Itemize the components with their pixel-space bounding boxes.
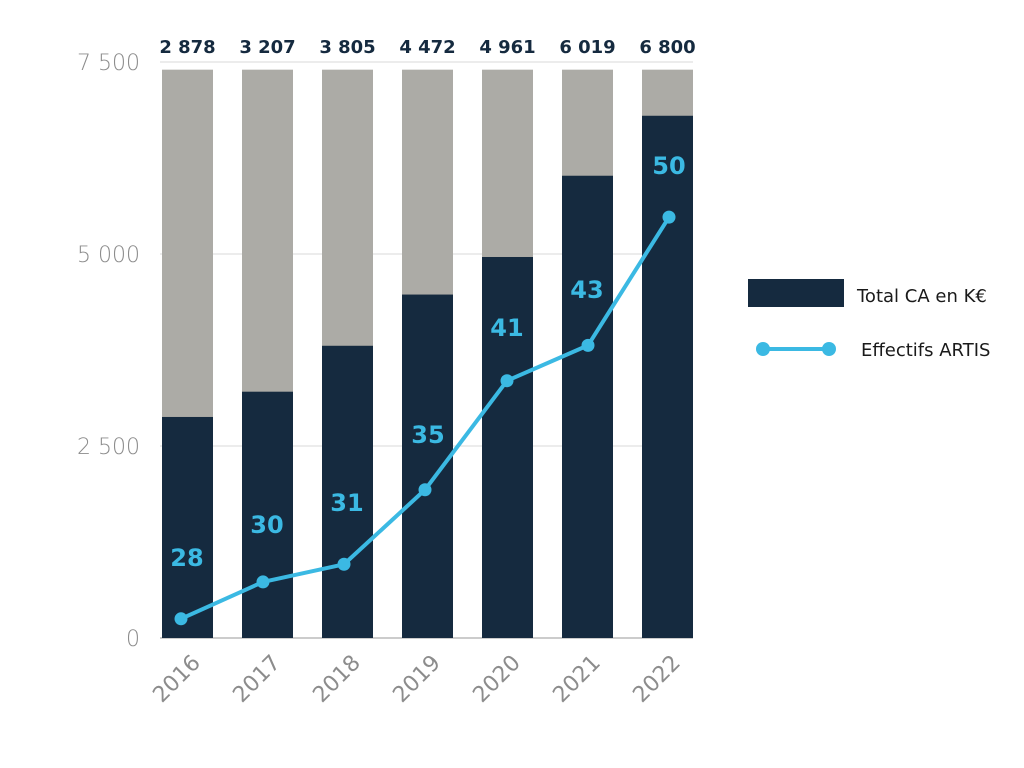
line-series [174, 210, 676, 626]
x-tick-label: 2019 [388, 651, 445, 708]
line-point [500, 374, 514, 388]
legend-label-line: Effectifs ARTIS [861, 340, 990, 361]
y-tick-label: 7 500 [77, 51, 140, 76]
line-data-label: 31 [330, 489, 363, 517]
bar-data-label: 4 961 [479, 37, 535, 58]
line-point [581, 338, 595, 352]
y-tick-label: 5 000 [77, 243, 140, 268]
line-point [174, 612, 188, 626]
x-tick-label: 2018 [308, 651, 365, 708]
line-data-label: 30 [250, 511, 283, 539]
bar [162, 416, 213, 638]
bar [562, 175, 613, 639]
legend: Total CA en K€ Effectifs ARTIS [748, 279, 990, 361]
x-tick-label: 2022 [628, 651, 685, 708]
bar [322, 345, 373, 638]
x-axis-ticks: 2016 2017 2018 2019 2020 2021 2022 [148, 651, 685, 708]
bar-data-label: 6 019 [559, 37, 615, 58]
legend-label-bar: Total CA en K€ [856, 286, 987, 307]
bar [482, 256, 533, 638]
x-tick-label: 2021 [548, 651, 605, 708]
legend-swatch-point-left [756, 342, 770, 356]
line-data-label: 28 [170, 544, 203, 572]
bar-data-labels: 2 878 3 207 3 805 4 472 4 961 6 019 6 800 [159, 37, 695, 58]
line-data-label: 35 [411, 421, 444, 449]
bar [402, 294, 453, 638]
line-data-label: 50 [652, 152, 685, 180]
bar-data-label: 3 207 [239, 37, 295, 58]
line-point [256, 575, 270, 589]
y-tick-label: 0 [126, 627, 140, 652]
line-data-labels: 28 30 31 35 41 43 50 [170, 152, 685, 572]
legend-swatch-point-right [822, 342, 836, 356]
legend-swatch-bar [748, 279, 844, 307]
line-point [662, 210, 676, 224]
bar-data-label: 3 805 [319, 37, 375, 58]
line-point [337, 557, 351, 571]
y-axis-ticks: 0 2 500 5 000 7 500 [77, 51, 140, 652]
x-tick-label: 2020 [468, 651, 525, 708]
bar-data-label: 2 878 [159, 37, 215, 58]
y-tick-label: 2 500 [77, 435, 140, 460]
bar-data-label: 4 472 [399, 37, 455, 58]
bar [242, 391, 293, 638]
line-point [418, 483, 432, 497]
x-tick-label: 2016 [148, 651, 205, 708]
bar [642, 115, 693, 638]
line-data-label: 43 [570, 276, 603, 304]
line-data-label: 41 [490, 314, 523, 342]
bar-data-label: 6 800 [639, 37, 695, 58]
bars [162, 115, 693, 639]
x-tick-label: 2017 [228, 651, 285, 708]
